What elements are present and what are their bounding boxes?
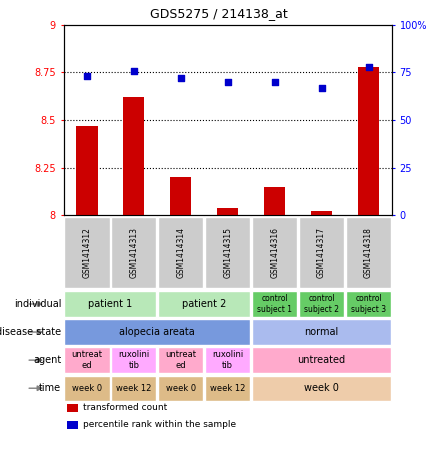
Bar: [124, 97, 145, 215]
Text: agent: agent: [33, 355, 61, 365]
Point: [271, 78, 278, 86]
Text: GSM1414313: GSM1414313: [129, 227, 138, 278]
Bar: [358, 67, 379, 215]
Bar: [64, 217, 110, 289]
Text: control
subject 3: control subject 3: [351, 294, 386, 313]
Text: GSM1414317: GSM1414317: [317, 227, 326, 278]
Bar: [158, 347, 203, 373]
Bar: [346, 291, 391, 317]
Bar: [158, 291, 250, 317]
Text: disease state: disease state: [0, 327, 61, 337]
Point: [365, 63, 372, 70]
Bar: [205, 347, 250, 373]
Text: GSM1414318: GSM1414318: [364, 227, 373, 278]
Bar: [264, 187, 285, 215]
Text: transformed count: transformed count: [83, 403, 167, 412]
Text: week 0: week 0: [166, 384, 196, 393]
Bar: [111, 347, 156, 373]
Bar: [111, 376, 156, 401]
Bar: [111, 217, 156, 289]
Text: week 12: week 12: [210, 384, 245, 393]
Bar: [64, 376, 110, 401]
Text: alopecia areata: alopecia areata: [120, 327, 195, 337]
Bar: [205, 376, 250, 401]
Bar: [252, 217, 297, 289]
Text: GSM1414312: GSM1414312: [82, 227, 92, 278]
Bar: [67, 421, 78, 429]
Point: [177, 75, 184, 82]
Text: patient 1: patient 1: [88, 299, 133, 309]
Text: control
subject 1: control subject 1: [257, 294, 292, 313]
Text: week 12: week 12: [116, 384, 152, 393]
Bar: [299, 291, 344, 317]
Bar: [299, 217, 344, 289]
Text: time: time: [39, 383, 61, 393]
Text: week 0: week 0: [72, 384, 102, 393]
Bar: [67, 405, 78, 412]
Bar: [217, 207, 238, 215]
Bar: [158, 217, 203, 289]
Bar: [76, 126, 98, 215]
Text: patient 2: patient 2: [182, 299, 226, 309]
Text: GDS5275 / 214138_at: GDS5275 / 214138_at: [150, 7, 288, 20]
Bar: [64, 291, 156, 317]
Bar: [252, 291, 297, 317]
Bar: [252, 376, 391, 401]
Text: GSM1414316: GSM1414316: [270, 227, 279, 278]
Point: [224, 78, 231, 86]
Text: individual: individual: [14, 299, 61, 309]
Bar: [346, 217, 391, 289]
Text: GSM1414315: GSM1414315: [223, 227, 232, 278]
Bar: [170, 177, 191, 215]
Text: ruxolini
tib: ruxolini tib: [212, 351, 244, 370]
Text: normal: normal: [304, 327, 339, 337]
Text: week 0: week 0: [304, 383, 339, 393]
Text: control
subject 2: control subject 2: [304, 294, 339, 313]
Text: percentile rank within the sample: percentile rank within the sample: [83, 420, 237, 429]
Text: untreat
ed: untreat ed: [165, 351, 196, 370]
Text: untreat
ed: untreat ed: [71, 351, 102, 370]
Bar: [205, 217, 250, 289]
Point: [84, 72, 91, 80]
Bar: [252, 347, 391, 373]
Bar: [158, 376, 203, 401]
Bar: [64, 347, 110, 373]
Point: [131, 67, 138, 74]
Point: [318, 84, 325, 92]
Bar: [311, 212, 332, 215]
Bar: [252, 319, 391, 345]
Text: GSM1414314: GSM1414314: [177, 227, 185, 278]
Bar: [64, 319, 250, 345]
Text: ruxolini
tib: ruxolini tib: [118, 351, 149, 370]
Text: untreated: untreated: [297, 355, 346, 365]
